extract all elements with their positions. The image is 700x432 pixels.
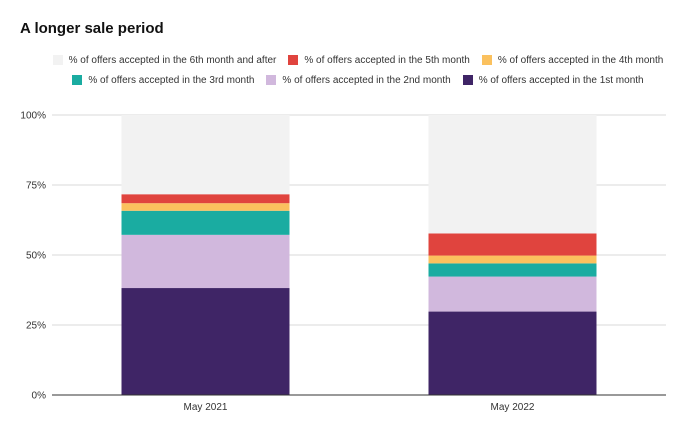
legend-item-5th-month: % of offers accepted in the 5th month <box>288 52 470 68</box>
bar-segment <box>428 255 597 264</box>
legend-swatch <box>462 75 473 85</box>
y-tick-label: 0% <box>32 391 47 402</box>
y-tick-label: 50% <box>26 251 46 262</box>
legend-label: % of offers accepted in the 4th month <box>497 54 664 66</box>
bar-segment <box>121 288 290 395</box>
legend-swatch <box>481 55 492 65</box>
bar-segment <box>428 311 597 395</box>
bar-segment <box>428 276 597 312</box>
bar-segment <box>121 234 290 289</box>
bar-segment <box>121 203 290 211</box>
y-tick-label: 75% <box>26 181 46 192</box>
x-tick-label: May 2022 <box>491 402 535 413</box>
bar-segment <box>428 233 597 256</box>
legend-label: % of offers accepted in the 6th month an… <box>68 54 277 66</box>
bar-segment <box>121 115 290 195</box>
legend-item-2nd-month: % of offers accepted in the 2nd month <box>266 72 451 88</box>
legend-swatch <box>288 55 299 65</box>
y-tick-label: 25% <box>26 321 46 332</box>
x-tick-label: May 2021 <box>184 402 228 413</box>
legend-item-1st-month: % of offers accepted in the 1st month <box>462 72 644 88</box>
legend-item-4th-month: % of offers accepted in the 4th month <box>481 52 664 68</box>
legend-label: % of offers accepted in the 5th month <box>304 54 470 66</box>
legend-row-2: % of offers accepted in the 3rd month % … <box>38 72 678 88</box>
legend-label: % of offers accepted in the 1st month <box>478 74 644 86</box>
legend-row-1: % of offers accepted in the 6th month an… <box>38 52 678 68</box>
legend-label: % of offers accepted in the 2nd month <box>282 74 451 86</box>
legend-swatch <box>266 75 277 85</box>
y-tick-label: 100% <box>20 111 46 122</box>
bar-segment <box>428 263 597 277</box>
bar-segment <box>121 210 290 235</box>
legend-swatch <box>52 55 63 65</box>
bar-segment <box>428 115 597 234</box>
legend-swatch <box>72 75 83 85</box>
bar-segment <box>121 194 290 204</box>
legend-item-3rd-month: % of offers accepted in the 3rd month <box>72 72 254 88</box>
legend-item-6th-month-and-after: % of offers accepted in the 6th month an… <box>52 52 277 68</box>
legend: % of offers accepted in the 6th month an… <box>38 52 678 92</box>
legend-label: % of offers accepted in the 3rd month <box>88 74 255 86</box>
chart-title: A longer sale period <box>20 20 164 37</box>
